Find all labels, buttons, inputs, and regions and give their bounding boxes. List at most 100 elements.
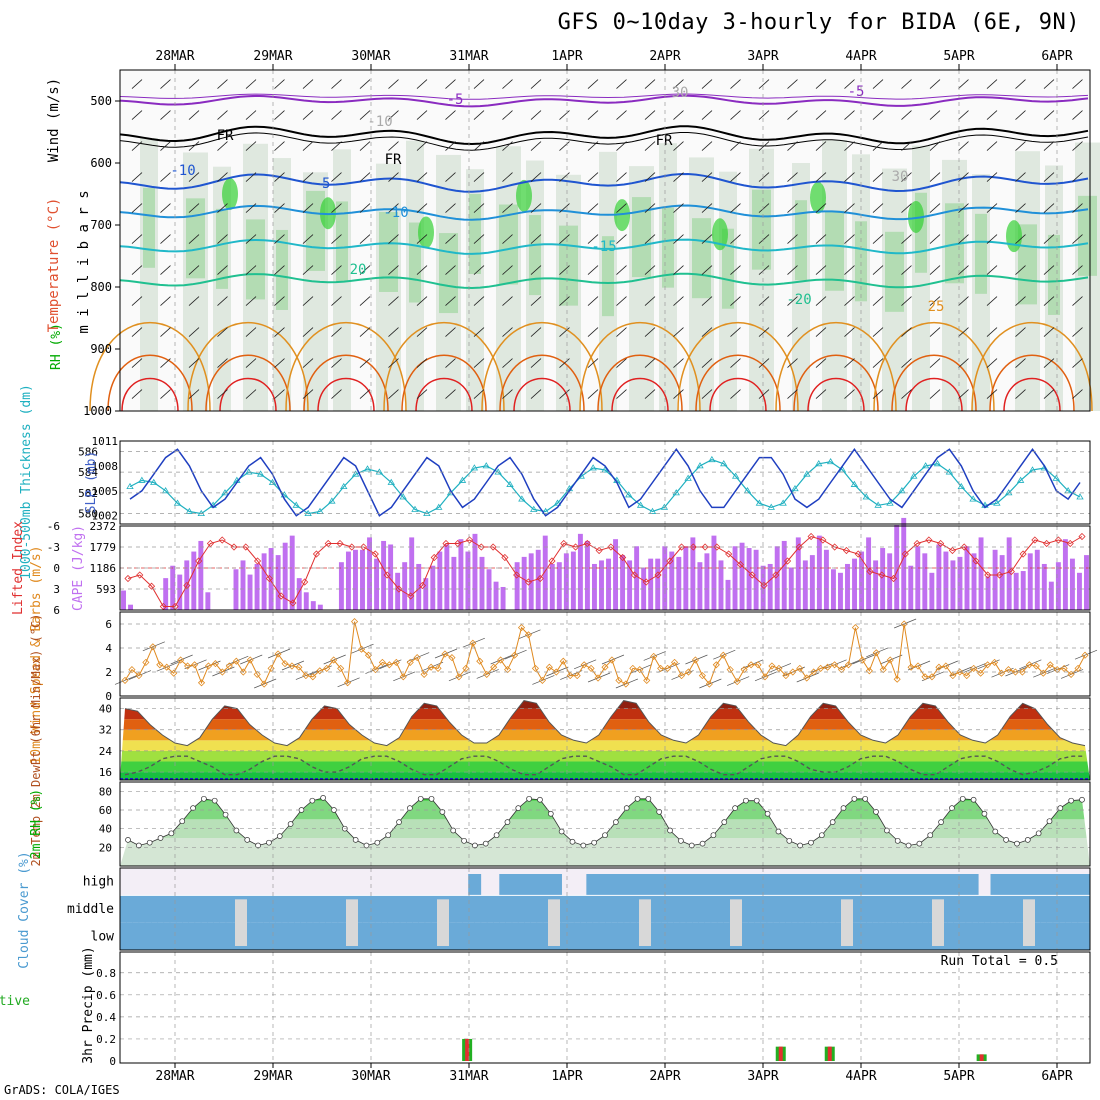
wind-barb bbox=[131, 296, 143, 306]
wind-speed-point bbox=[893, 675, 901, 683]
cloud-cell bbox=[946, 922, 954, 950]
isotherm-label: FR bbox=[656, 133, 673, 149]
lifted-index-point bbox=[489, 543, 497, 551]
rh-shade bbox=[885, 231, 904, 312]
cloud-cell bbox=[1009, 922, 1016, 950]
date-label-bottom: 31MAR bbox=[449, 1069, 488, 1084]
lifted-index-point bbox=[772, 571, 780, 579]
rh-shade bbox=[439, 233, 458, 314]
cloud-cell bbox=[959, 922, 967, 950]
cloud-cell bbox=[996, 874, 1004, 896]
wind-speed-point bbox=[288, 662, 296, 670]
cloud-cell bbox=[132, 922, 140, 950]
cloud-cell bbox=[318, 922, 326, 950]
wind-barb bbox=[445, 265, 456, 275]
wind-barb bbox=[445, 110, 456, 120]
cloud-cell bbox=[505, 874, 513, 896]
thickness-point bbox=[684, 474, 692, 481]
wind-barb bbox=[844, 203, 855, 213]
y-tick-label: 582 bbox=[78, 487, 98, 500]
rh-point bbox=[580, 842, 587, 849]
wind-barb bbox=[1015, 389, 1026, 399]
wind-barb bbox=[787, 327, 798, 337]
cloud-cell bbox=[791, 874, 799, 896]
cape-bar bbox=[1062, 539, 1068, 610]
isotherm-label: 20 bbox=[350, 262, 367, 278]
rh-point bbox=[775, 828, 782, 835]
y-tick-label-right: 1011 bbox=[92, 435, 119, 448]
isotherm-label: -15 bbox=[591, 239, 616, 255]
wind-barb bbox=[274, 172, 285, 182]
cape-bar bbox=[992, 549, 998, 610]
cloud-cell bbox=[984, 895, 992, 923]
rh-shade bbox=[246, 219, 265, 300]
y-tick-label-right: 1005 bbox=[92, 485, 119, 498]
wind-barb bbox=[416, 141, 428, 151]
rh-shade bbox=[559, 225, 578, 306]
rh-point bbox=[862, 795, 869, 802]
cloud-cell bbox=[455, 895, 463, 923]
cloud-cell bbox=[766, 922, 774, 950]
ylabel-lifted: Lifted Index bbox=[11, 521, 26, 615]
wind-speed-point bbox=[239, 668, 247, 676]
rh-shade bbox=[469, 194, 481, 274]
cloud-cell bbox=[182, 895, 189, 923]
thickness-point bbox=[1005, 489, 1013, 496]
wind-speed-point bbox=[817, 664, 825, 672]
date-label-top: 29MAR bbox=[253, 49, 292, 64]
credit-label: GrADS: COLA/IGES bbox=[4, 1083, 120, 1097]
wind-barb bbox=[901, 110, 912, 120]
wind-speed-point bbox=[441, 650, 449, 658]
wind-barb bbox=[274, 79, 285, 89]
wind-speed-point bbox=[559, 657, 567, 665]
cloud-cell bbox=[157, 895, 165, 923]
cloud-cell bbox=[754, 922, 761, 950]
wind-barb bbox=[331, 203, 342, 213]
wind-speed-point bbox=[984, 661, 992, 669]
cloud-cell bbox=[946, 895, 954, 923]
wind-barb bbox=[958, 358, 969, 368]
cloud-cell bbox=[741, 922, 749, 950]
wind-speed-point bbox=[914, 662, 922, 670]
date-label-top: 28MAR bbox=[155, 49, 194, 64]
wind-speed-point bbox=[949, 672, 957, 680]
rh-point bbox=[179, 818, 186, 825]
wind-barb bbox=[1015, 79, 1026, 89]
isotherm-bubble bbox=[793, 354, 879, 412]
date-label-bottom: 6APR bbox=[1041, 1069, 1072, 1084]
y-tick-label: 586 bbox=[78, 445, 98, 458]
wind-speed-point bbox=[747, 661, 755, 669]
thickness-point bbox=[803, 470, 811, 477]
wind-barb-10m bbox=[1019, 659, 1042, 670]
cloud-cell bbox=[374, 895, 382, 923]
cloud-cell bbox=[698, 922, 705, 950]
wind-barb bbox=[502, 265, 513, 275]
lifted-index-point bbox=[136, 571, 144, 579]
wind-barb bbox=[844, 234, 855, 244]
thickness-point bbox=[791, 484, 799, 492]
wind-barb bbox=[245, 265, 257, 275]
isotherm-bubble bbox=[415, 377, 473, 412]
cape-bar bbox=[374, 558, 380, 610]
wind-barb bbox=[388, 110, 399, 120]
date-label-bottom: 3APR bbox=[747, 1069, 778, 1084]
wind-speed-point bbox=[524, 631, 533, 639]
wind-speed-point bbox=[190, 661, 199, 669]
wind-barb bbox=[131, 358, 143, 368]
thickness-point bbox=[850, 480, 859, 487]
wind-speed-point bbox=[344, 679, 352, 687]
wind-barb-10m bbox=[727, 676, 750, 686]
wind-barb bbox=[502, 296, 513, 306]
cloud-cell bbox=[356, 895, 363, 923]
cape-bar bbox=[1048, 581, 1054, 610]
wind-speed-point bbox=[128, 666, 136, 674]
wind-barb-10m bbox=[351, 643, 374, 654]
wind-barb bbox=[388, 327, 399, 337]
rh-point bbox=[233, 827, 240, 834]
wind-barb bbox=[1015, 203, 1026, 213]
cloud-cell bbox=[623, 922, 631, 950]
wind-barb bbox=[787, 172, 798, 182]
cloud-cell bbox=[207, 922, 214, 950]
cloud-cell bbox=[803, 922, 811, 950]
rh-shade bbox=[810, 181, 826, 214]
